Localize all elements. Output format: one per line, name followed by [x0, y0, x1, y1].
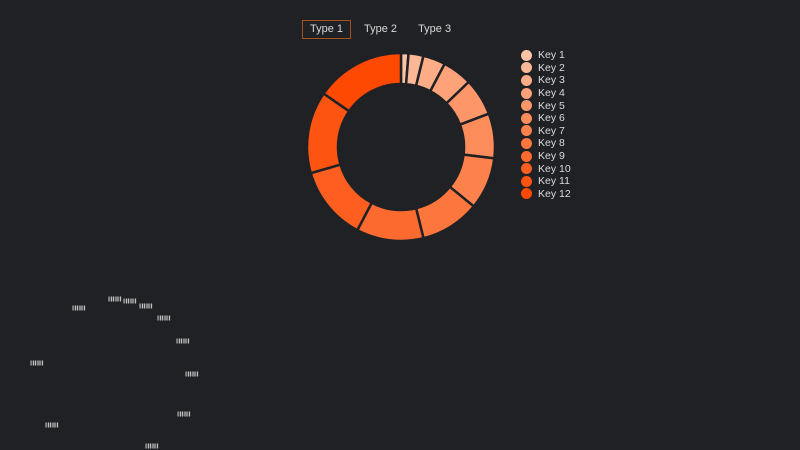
legend-item-key-2[interactable]: Key 2	[521, 62, 571, 75]
chart-legend: Key 1 Key 2 Key 3 Key 4 Key 5 Key 6 Key 7 Key 8…	[521, 49, 571, 200]
legend-swatch-icon	[521, 137, 532, 149]
legend-swatch-icon	[521, 62, 532, 74]
legend-swatch-icon	[521, 87, 532, 99]
legend-swatch-icon	[521, 74, 532, 86]
mini-label-mark-5	[176, 338, 190, 344]
mini-label-mark-8	[145, 443, 159, 449]
legend-swatch-icon	[521, 188, 532, 200]
mini-label-mark-3	[139, 303, 153, 309]
mini-label-mark-4	[157, 315, 171, 321]
legend-label: Key 12	[538, 187, 571, 200]
mini-label-mark-6	[185, 371, 199, 377]
legend-swatch-icon	[521, 163, 532, 175]
legend-swatch-icon	[521, 100, 532, 112]
legend-item-key-7[interactable]: Key 7	[521, 125, 571, 138]
legend-label: Key 9	[538, 150, 565, 163]
donut-slice-key-10[interactable]	[309, 162, 374, 232]
legend-item-key-12[interactable]: Key 12	[521, 188, 571, 201]
donut-chart	[291, 37, 511, 257]
chart-type-tabbar: Type 1 Type 2 Type 3	[302, 20, 459, 39]
legend-label: Key 6	[538, 112, 565, 125]
legend-item-key-5[interactable]: Key 5	[521, 99, 571, 112]
legend-item-key-4[interactable]: Key 4	[521, 87, 571, 100]
donut-chart-svg	[305, 51, 497, 243]
legend-label: Key 8	[538, 137, 565, 150]
legend-label: Key 5	[538, 99, 565, 112]
legend-swatch-icon	[521, 49, 532, 61]
legend-label: Key 1	[538, 49, 565, 62]
legend-item-key-10[interactable]: Key 10	[521, 162, 571, 175]
mini-label-mark-9	[45, 422, 59, 428]
legend-item-key-8[interactable]: Key 8	[521, 137, 571, 150]
legend-swatch-icon	[521, 112, 532, 124]
legend-item-key-6[interactable]: Key 6	[521, 112, 571, 125]
legend-item-key-3[interactable]: Key 3	[521, 74, 571, 87]
legend-item-key-1[interactable]: Key 1	[521, 49, 571, 62]
donut-slice-key-12[interactable]	[321, 51, 403, 113]
tab-type-1[interactable]: Type 1	[302, 20, 352, 39]
tab-type-3[interactable]: Type 3	[418, 23, 452, 35]
legend-label: Key 4	[538, 87, 565, 100]
legend-label: Key 11	[538, 175, 570, 188]
legend-item-key-11[interactable]: Key 11	[521, 175, 571, 188]
mini-label-mark-11	[72, 305, 86, 311]
mini-label-mark-2	[123, 298, 137, 304]
legend-label: Key 10	[538, 162, 571, 175]
mini-label-mark-1	[108, 296, 122, 302]
legend-label: Key 7	[538, 124, 565, 137]
tab-type-2[interactable]: Type 2	[364, 23, 398, 35]
legend-swatch-icon	[521, 125, 532, 137]
mini-label-mark-7	[177, 411, 191, 417]
legend-swatch-icon	[521, 175, 532, 187]
legend-label: Key 2	[538, 61, 565, 74]
mini-label-mark-10	[30, 360, 44, 366]
legend-label: Key 3	[538, 74, 565, 87]
legend-item-key-9[interactable]: Key 9	[521, 150, 571, 163]
legend-swatch-icon	[521, 150, 532, 162]
